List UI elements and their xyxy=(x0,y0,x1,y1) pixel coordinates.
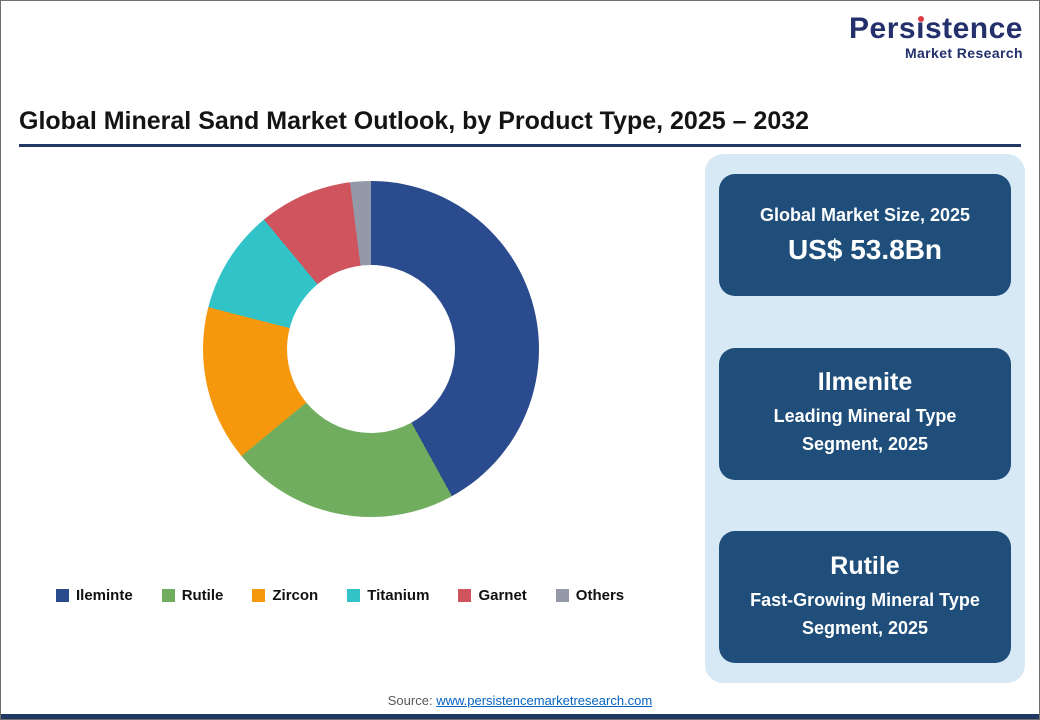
leading-segment-desc: Leading Mineral Type Segment, 2025 xyxy=(773,406,957,454)
legend-label-others: Others xyxy=(575,587,625,604)
title-underline xyxy=(19,144,1021,147)
legend-label-titanium: Titanium xyxy=(367,587,430,604)
legend-label-rutile: Rutile xyxy=(181,587,224,604)
fast-growing-segment-card: Rutile Fast-Growing Mineral Type Segment… xyxy=(719,531,1011,663)
brand-name-i-red-dot: ı xyxy=(916,12,925,45)
donut-chart xyxy=(203,181,539,517)
legend-swatch-others xyxy=(555,589,569,602)
leading-segment-name: Ilmenite xyxy=(817,368,913,397)
legend-swatch-titanium xyxy=(347,589,361,602)
legend-item-titanium: Titanium xyxy=(347,587,429,604)
brand-subtitle: Market Research xyxy=(904,44,1023,61)
legend-swatch-garnet xyxy=(458,589,472,602)
legend-item-rutile: Rutile xyxy=(161,587,224,604)
page-title: Global Mineral Sand Market Outlook, by P… xyxy=(19,107,810,135)
legend-label-garnet: Garnet xyxy=(478,587,527,604)
source-link[interactable]: www.persistencemarketresearch.com xyxy=(436,693,653,708)
legend-item-others: Others xyxy=(555,587,625,604)
leading-segment-card: Ilmenite Leading Mineral Type Segment, 2… xyxy=(719,347,1011,480)
market-size-label: Global Market Size, 2025 xyxy=(759,204,971,225)
legend-swatch-ileminte xyxy=(56,589,69,602)
brand-logo: Persıstence Market Research xyxy=(849,13,1023,60)
donut-hole xyxy=(287,265,455,433)
legend-item-garnet: Garnet xyxy=(458,587,527,604)
brand-name: Persıstence xyxy=(849,13,1023,45)
brand-name-post: stence xyxy=(924,12,1023,45)
legend-label-zircon: Zircon xyxy=(272,587,319,604)
source-label: Source: xyxy=(387,693,433,708)
legend-swatch-zircon xyxy=(252,589,266,602)
bottom-accent-bar xyxy=(1,714,1039,719)
source-line: Source: www.persistencemarketresearch.co… xyxy=(1,693,1039,708)
market-size-card: Global Market Size, 2025 US$ 53.8Bn xyxy=(719,174,1011,296)
market-size-value: US$ 53.8Bn xyxy=(787,233,943,265)
brand-name-pre: Pers xyxy=(849,12,917,45)
legend-item-zircon: Zircon xyxy=(252,587,318,604)
fast-growing-segment-desc: Fast-Growing Mineral Type Segment, 2025 xyxy=(750,589,980,638)
highlight-panel: Global Market Size, 2025 US$ 53.8Bn Ilme… xyxy=(705,154,1025,683)
legend-swatch-rutile xyxy=(161,589,175,602)
chart-legend: Ileminte Rutile Zircon Titanium Garnet O… xyxy=(56,587,624,604)
fast-growing-segment-name: Rutile xyxy=(830,551,900,580)
legend-item-ileminte: Ileminte xyxy=(56,587,133,604)
legend-label-ileminte: Ileminte xyxy=(76,587,133,604)
